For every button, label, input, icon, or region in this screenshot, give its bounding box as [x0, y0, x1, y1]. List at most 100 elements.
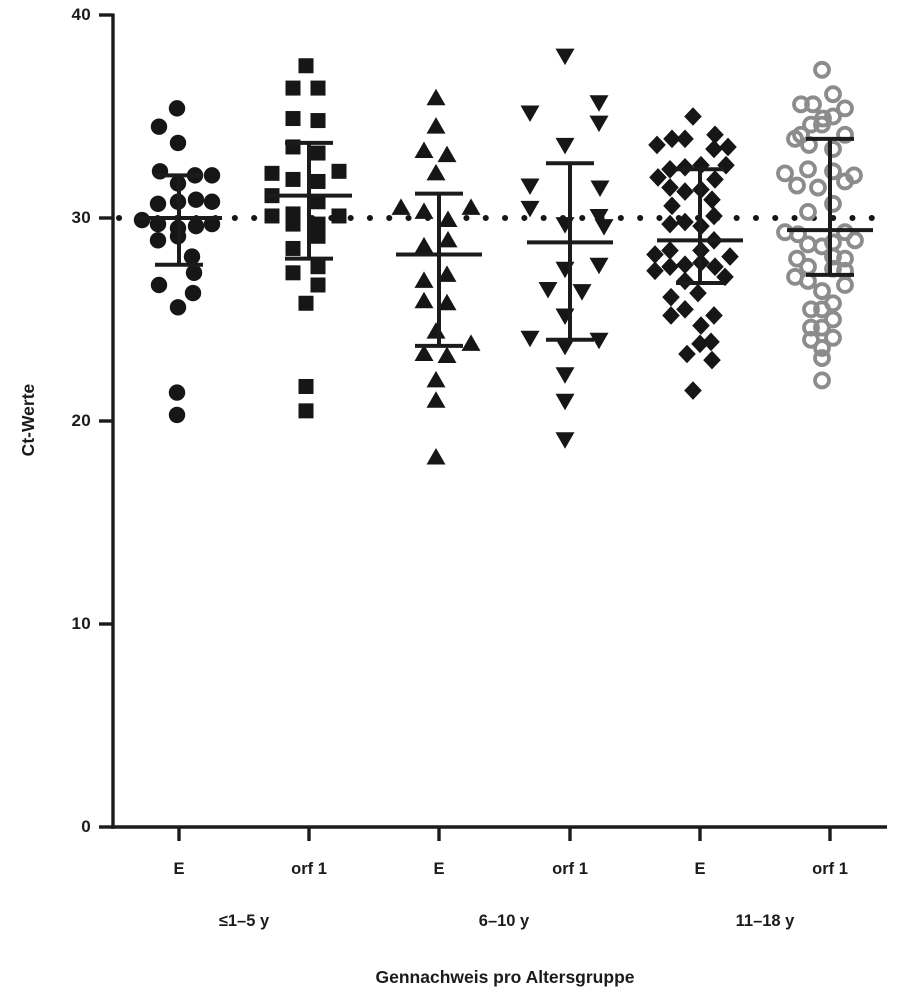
data-point [520, 330, 540, 348]
data-point [298, 295, 314, 311]
data-point [426, 117, 446, 134]
data-point [426, 448, 446, 465]
data-point [776, 164, 794, 183]
data-point [661, 178, 679, 197]
data-point [684, 107, 702, 126]
data-point [437, 293, 457, 311]
data-point [437, 346, 457, 364]
data-point [437, 145, 457, 163]
data-point [437, 265, 457, 282]
data-point [648, 135, 666, 155]
x-tick-label-e-1: E [173, 860, 185, 878]
data-point [187, 217, 205, 235]
data-point [836, 276, 854, 294]
data-point [572, 284, 592, 301]
y-tick-label-40: 40 [71, 5, 91, 24]
data-point [589, 257, 609, 275]
data-point [809, 178, 827, 197]
data-point [703, 350, 721, 370]
data-point [461, 198, 481, 215]
data-point [836, 172, 854, 191]
x-tick-label-orf1-1: orf 1 [291, 860, 327, 878]
data-point [789, 225, 807, 244]
error-bar-6 [787, 136, 873, 277]
data-point [187, 191, 205, 208]
data-point [799, 160, 817, 179]
data-point [676, 255, 694, 274]
y-tick-label-20: 20 [71, 411, 91, 430]
data-point [721, 247, 739, 266]
data-point [804, 95, 822, 114]
data-point [678, 344, 696, 364]
data-point [310, 145, 326, 161]
data-point [185, 264, 203, 282]
data-point [414, 141, 434, 159]
data-point [285, 80, 301, 96]
data-point [676, 157, 694, 177]
data-point [824, 194, 842, 213]
data-point [391, 198, 411, 215]
data-point [426, 88, 446, 106]
axes [99, 13, 887, 841]
data-point [813, 300, 831, 319]
data-point [706, 170, 724, 189]
data-point [285, 265, 301, 281]
data-point [792, 95, 810, 114]
data-point [414, 291, 434, 309]
data-point [799, 203, 817, 221]
data-point [438, 210, 458, 228]
data-point [184, 284, 202, 302]
error-bar-2 [266, 140, 352, 261]
age-group-label-6-10: 6–10 y [478, 912, 530, 930]
y-tick-label-30: 30 [71, 208, 91, 227]
series-5 [646, 107, 739, 400]
data-point [824, 85, 842, 104]
data-point [264, 165, 280, 181]
data-point [594, 219, 614, 236]
data-point [692, 316, 710, 335]
data-point [538, 282, 558, 299]
data-point [786, 129, 804, 148]
data-point [676, 271, 694, 291]
data-point [813, 282, 831, 300]
data-point [813, 318, 831, 337]
data-point [802, 330, 820, 349]
data-point [813, 349, 831, 367]
data-point [285, 240, 301, 256]
data-point [310, 277, 326, 293]
data-point [589, 332, 609, 350]
data-point [426, 370, 446, 388]
data-point [310, 194, 326, 210]
data-point [310, 216, 326, 232]
data-point [331, 208, 347, 224]
data-point [264, 208, 280, 224]
data-point [310, 228, 326, 244]
error-bar-1 [136, 173, 222, 267]
data-point [646, 245, 664, 264]
data-point [590, 180, 610, 198]
data-point [310, 80, 326, 96]
data-point [203, 167, 221, 184]
data-point [203, 193, 221, 210]
x-axis-title: Gennachweis pro Altersgruppe [375, 967, 635, 987]
data-point [676, 182, 694, 201]
y-tick-label-0: 0 [81, 817, 91, 836]
data-point [298, 58, 314, 74]
data-point [285, 216, 301, 232]
data-point [705, 206, 723, 226]
data-point [150, 118, 168, 135]
data-point [813, 371, 831, 390]
data-point [414, 202, 434, 219]
data-point [661, 241, 679, 260]
series-2 [264, 58, 347, 419]
data-point [520, 178, 540, 196]
data-point [555, 367, 575, 384]
data-point [555, 393, 575, 411]
series-3 [391, 88, 481, 465]
data-point [310, 173, 326, 189]
data-point [169, 134, 187, 152]
data-point [824, 310, 842, 329]
data-point [168, 100, 186, 117]
data-point [183, 248, 201, 265]
data-point [555, 137, 575, 155]
